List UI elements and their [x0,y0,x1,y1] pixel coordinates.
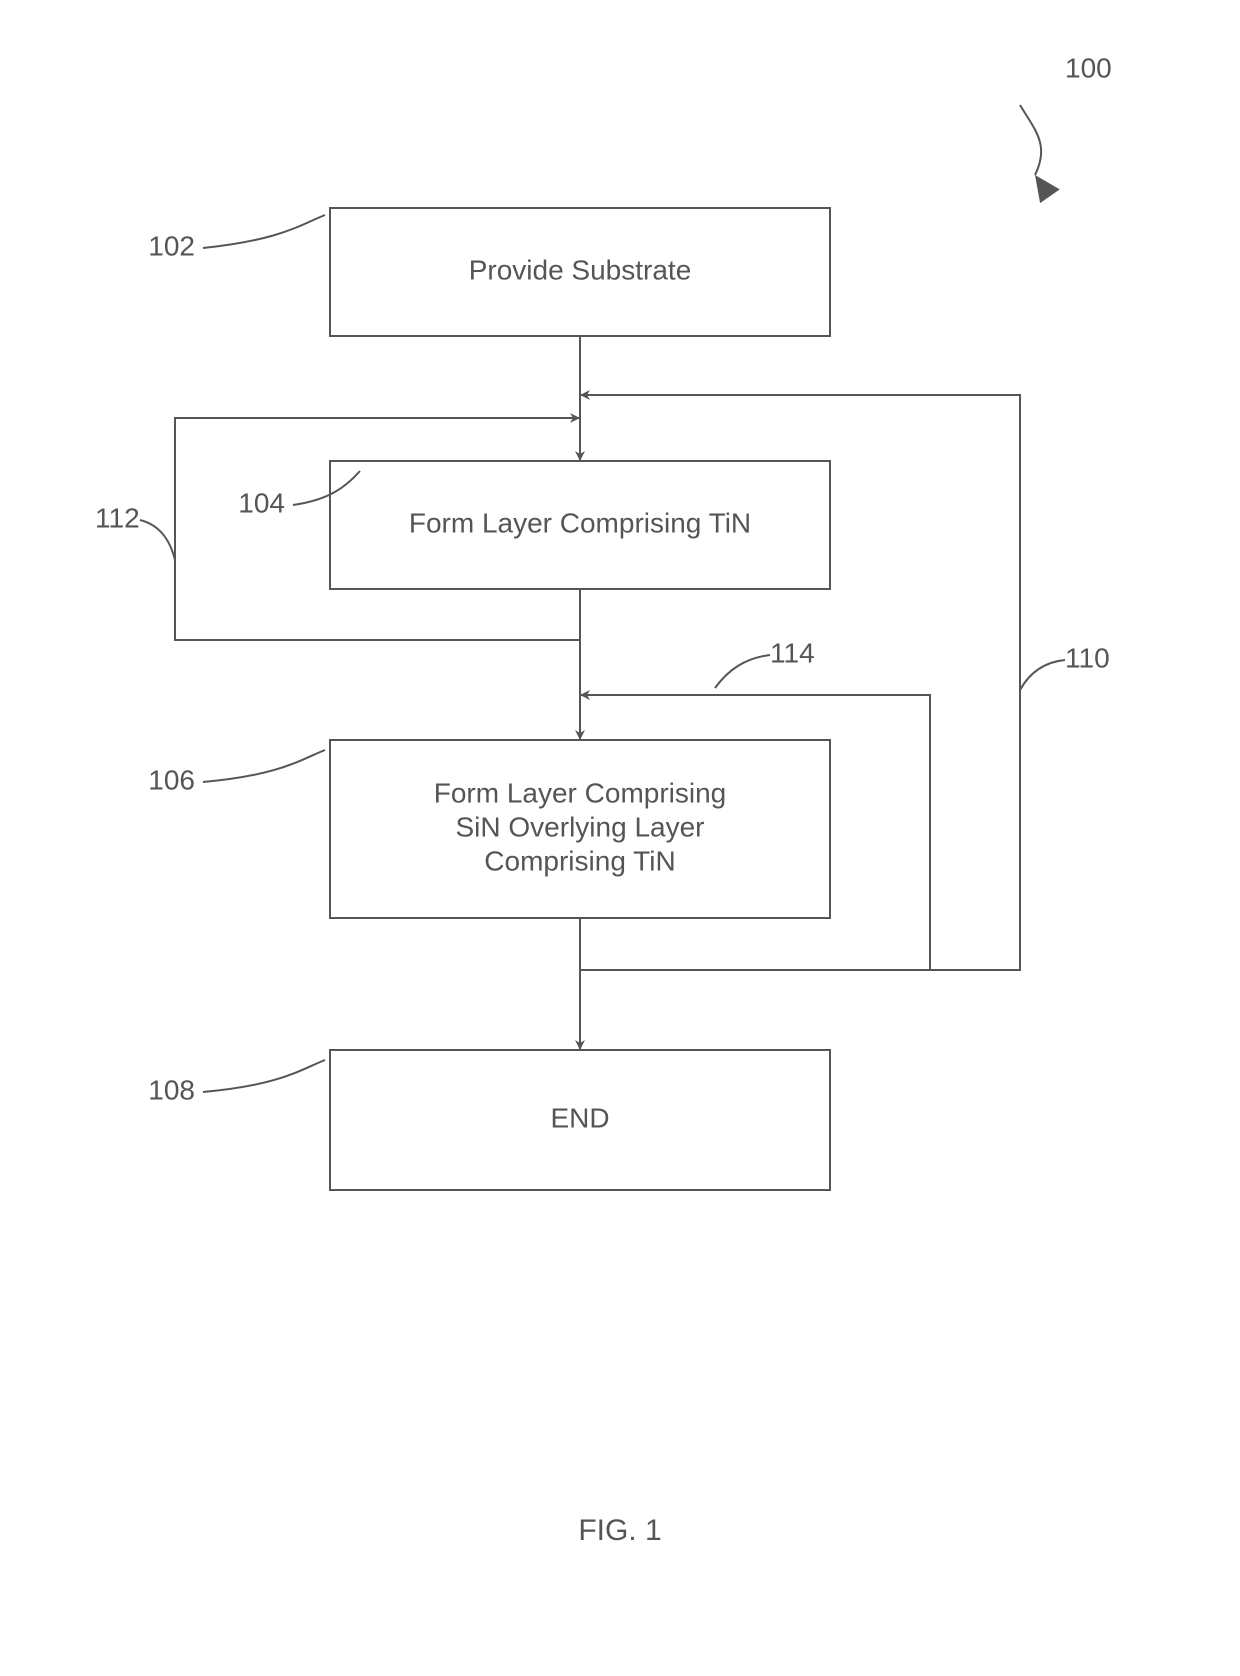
flow-node-108: END [330,1050,830,1190]
figure-number-arrowhead [1035,175,1060,203]
figure-caption: FIG. 1 [578,1514,661,1547]
ref-leader [140,520,175,560]
ref-label-110: 110 [1065,642,1110,673]
figure-number-arrow [1020,105,1041,175]
flow-node-102: Provide Substrate [330,208,830,336]
ref-label-106: 106 [148,764,195,795]
ref-leader [715,655,770,688]
ref-label-102: 102 [148,230,195,261]
figure-number-label: 100 [1065,52,1112,83]
flow-node-text: END [550,1102,609,1133]
ref-leader [203,1060,325,1092]
ref-leader [203,750,325,782]
flowchart-figure: Provide Substrate Form Layer Comprising T… [0,0,1240,1676]
flow-node-text: Form Layer Comprising [434,777,727,808]
ref-label-112: 112 [95,502,140,533]
flow-node-106: Form Layer ComprisingSiN Overlying Layer… [330,740,830,918]
ref-leader [203,215,325,248]
ref-label-108: 108 [148,1074,195,1105]
flow-node-text: SiN Overlying Layer [456,811,705,842]
flow-node-text: Provide Substrate [469,254,692,285]
ref-leader [1020,660,1065,690]
ref-label-114: 114 [770,637,815,668]
flow-node-text: Comprising TiN [484,845,675,876]
ref-label-104: 104 [238,487,285,518]
flow-node-text: Form Layer Comprising TiN [409,507,751,538]
flow-node-104: Form Layer Comprising TiN [330,461,830,589]
